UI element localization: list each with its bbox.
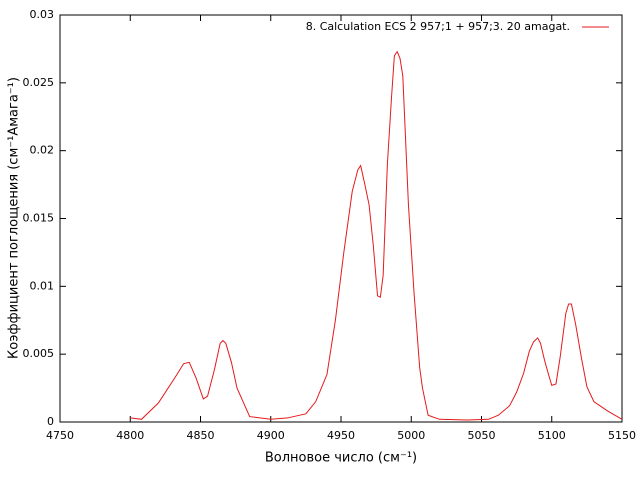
- y-axis-label: Коэффициент поглощения (см⁻¹Амага⁻¹): [7, 77, 22, 359]
- y-tick-label: 0.03: [30, 8, 55, 21]
- x-tick-label: 4950: [327, 429, 355, 442]
- x-axis-label: Волновое число (см⁻¹): [265, 451, 417, 466]
- legend-label: 8. Calculation ECS 2 957;1 + 957;3. 20 a…: [306, 20, 570, 33]
- x-tick-label: 4800: [116, 429, 144, 442]
- x-tick-label: 4750: [46, 429, 74, 442]
- x-tick-label: 4850: [187, 429, 215, 442]
- series-line: [130, 50, 623, 421]
- y-tick-label: 0: [47, 415, 54, 428]
- y-tick-label: 0.02: [30, 144, 55, 157]
- y-tick-label: 0.015: [23, 212, 55, 225]
- x-tick-label: 5150: [608, 429, 636, 442]
- x-tick-label: 5000: [397, 429, 425, 442]
- y-tick-label: 0.025: [23, 76, 55, 89]
- x-tick-label: 4900: [257, 429, 285, 442]
- plot-frame: [59, 14, 623, 423]
- y-tick-label: 0.005: [23, 347, 55, 360]
- x-tick-label: 5100: [538, 429, 566, 442]
- y-tick-label: 0.01: [30, 279, 55, 292]
- x-tick-label: 5050: [468, 429, 496, 442]
